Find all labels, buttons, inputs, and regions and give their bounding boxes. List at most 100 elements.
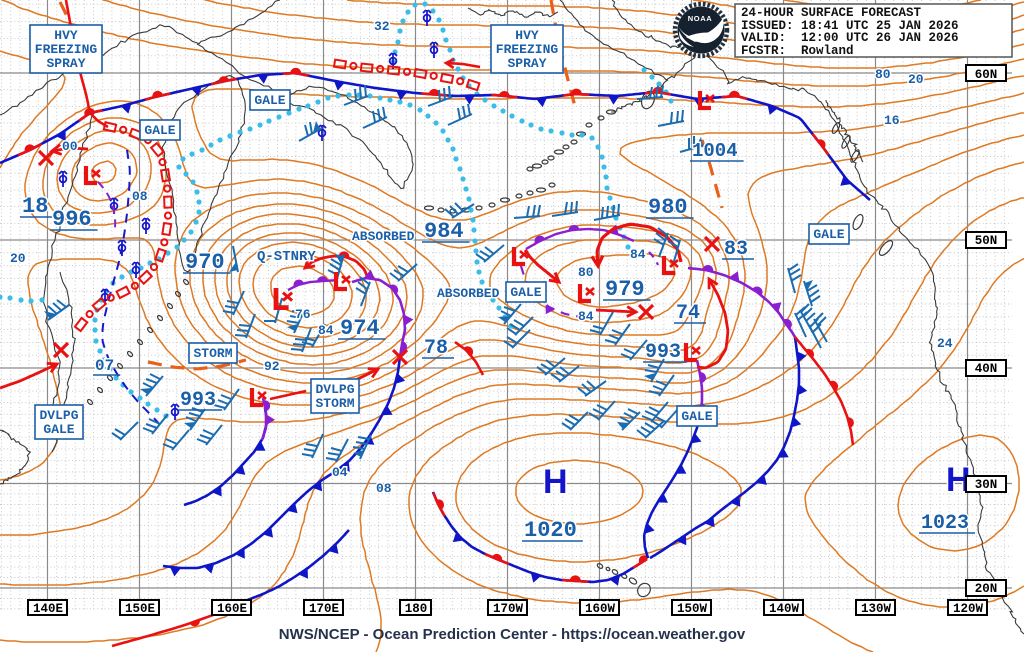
svg-text:ABSORBED: ABSORBED	[352, 229, 415, 244]
svg-text:08: 08	[132, 189, 148, 204]
svg-text:07: 07	[95, 357, 114, 375]
svg-text:ISSUED: 18:41 UTC 25 JAN 2026: ISSUED: 18:41 UTC 25 JAN 2026	[741, 19, 959, 33]
svg-text:VALID: 12:00 UTC 26 JAN 2026: VALID: 12:00 UTC 26 JAN 2026	[741, 31, 959, 45]
svg-text:16: 16	[884, 113, 900, 128]
svg-text:32: 32	[374, 19, 390, 34]
svg-text:04: 04	[332, 465, 348, 480]
svg-text:996: 996	[52, 207, 92, 232]
svg-text:80: 80	[578, 265, 594, 280]
svg-text:120W: 120W	[953, 602, 984, 616]
svg-text:H: H	[543, 463, 568, 501]
svg-text:974: 974	[340, 316, 380, 341]
svg-text:84: 84	[318, 323, 334, 338]
svg-text:180: 180	[405, 602, 428, 616]
svg-text:SPRAY: SPRAY	[46, 56, 85, 71]
svg-text:78: 78	[424, 337, 448, 360]
svg-text:GALE: GALE	[254, 93, 285, 108]
svg-text:18: 18	[22, 194, 48, 219]
svg-text:160W: 160W	[585, 602, 616, 616]
svg-text:993: 993	[645, 341, 681, 364]
svg-text:40N: 40N	[975, 362, 998, 376]
svg-text:STORM: STORM	[315, 396, 354, 411]
svg-text:974: 974	[340, 316, 380, 341]
svg-text:08: 08	[132, 189, 148, 204]
svg-text:HVY: HVY	[54, 28, 78, 43]
svg-text:74: 74	[676, 302, 700, 325]
svg-text:20: 20	[10, 251, 26, 266]
svg-text:1023: 1023	[921, 512, 969, 535]
svg-text:08: 08	[376, 481, 392, 496]
svg-text:GALE: GALE	[510, 285, 541, 300]
svg-text:GALE: GALE	[43, 422, 74, 437]
svg-text:150E: 150E	[125, 602, 155, 616]
svg-text:130W: 130W	[861, 602, 892, 616]
svg-text:1004: 1004	[692, 140, 738, 162]
svg-text:04: 04	[332, 465, 348, 480]
svg-text:76: 76	[295, 307, 311, 322]
svg-text:84: 84	[318, 323, 334, 338]
svg-text:GALE: GALE	[144, 123, 175, 138]
svg-text:Q-STNRY: Q-STNRY	[257, 249, 316, 265]
svg-text:08: 08	[376, 481, 392, 496]
svg-text:30N: 30N	[975, 478, 998, 492]
svg-text:996: 996	[52, 207, 92, 232]
svg-text:STORM: STORM	[193, 346, 232, 361]
svg-text:78: 78	[424, 337, 448, 360]
svg-text:92: 92	[264, 359, 280, 374]
svg-text:32: 32	[374, 19, 390, 34]
svg-text:170W: 170W	[493, 602, 524, 616]
svg-text:GALE: GALE	[681, 409, 712, 424]
svg-text:H: H	[543, 463, 568, 501]
svg-text:07: 07	[95, 357, 114, 375]
svg-text:84: 84	[630, 247, 646, 262]
svg-text:24-HOUR SURFACE FORECAST: 24-HOUR SURFACE FORECAST	[741, 6, 922, 20]
svg-text:150W: 150W	[677, 602, 708, 616]
svg-text:979: 979	[605, 277, 645, 302]
svg-text:993: 993	[645, 341, 681, 364]
svg-text:140W: 140W	[769, 602, 800, 616]
svg-text:84: 84	[578, 309, 594, 324]
svg-text:80: 80	[875, 67, 891, 82]
svg-text:1020: 1020	[524, 518, 577, 543]
svg-text:92: 92	[264, 359, 280, 374]
svg-text:DVLPG: DVLPG	[39, 408, 78, 423]
svg-text:GALE: GALE	[813, 227, 844, 242]
svg-text:20: 20	[908, 72, 924, 87]
svg-text:24: 24	[937, 336, 953, 351]
svg-text:ABSORBED: ABSORBED	[352, 229, 415, 244]
svg-text:00: 00	[62, 139, 78, 154]
svg-text:FCSTR: Rowland: FCSTR: Rowland	[741, 44, 854, 58]
svg-text:970: 970	[185, 250, 225, 275]
svg-text:984: 984	[424, 219, 464, 244]
svg-text:18: 18	[22, 194, 48, 219]
svg-text:HVY: HVY	[515, 28, 539, 43]
svg-text:80: 80	[875, 67, 891, 82]
svg-text:160E: 160E	[217, 602, 247, 616]
svg-text:ABSORBED: ABSORBED	[437, 286, 500, 301]
svg-text:993: 993	[180, 389, 216, 412]
svg-text:76: 76	[295, 307, 311, 322]
svg-text:20: 20	[908, 72, 924, 87]
svg-text:140E: 140E	[33, 602, 63, 616]
svg-text:DVLPG: DVLPG	[315, 382, 354, 397]
svg-text:1004: 1004	[692, 140, 738, 162]
svg-text:993: 993	[180, 389, 216, 412]
svg-text:50N: 50N	[975, 234, 998, 248]
svg-text:NOAA: NOAA	[688, 14, 712, 23]
svg-text:24: 24	[937, 336, 953, 351]
svg-text:16: 16	[884, 113, 900, 128]
svg-text:20N: 20N	[975, 582, 998, 596]
svg-text:ABSORBED: ABSORBED	[437, 286, 500, 301]
svg-text:83: 83	[724, 238, 748, 261]
svg-text:74: 74	[676, 302, 700, 325]
svg-text:20: 20	[10, 251, 26, 266]
svg-text:980: 980	[648, 195, 688, 220]
svg-text:984: 984	[424, 219, 464, 244]
svg-text:979: 979	[605, 277, 645, 302]
svg-text:980: 980	[648, 195, 688, 220]
svg-text:Q-STNRY: Q-STNRY	[257, 249, 316, 265]
svg-text:80: 80	[578, 265, 594, 280]
svg-text:84: 84	[630, 247, 646, 262]
svg-text:1023: 1023	[921, 512, 969, 535]
svg-text:84: 84	[578, 309, 594, 324]
